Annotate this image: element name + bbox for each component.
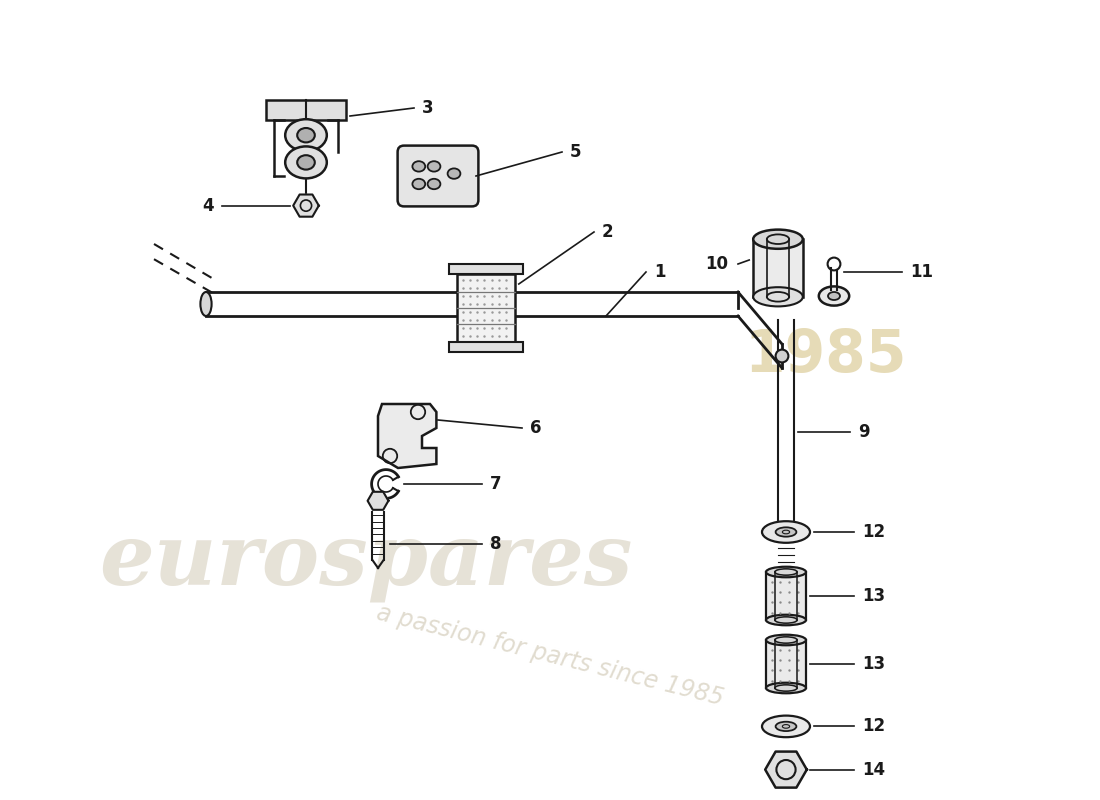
Text: 1: 1 [654, 263, 666, 281]
Polygon shape [378, 404, 437, 468]
Ellipse shape [766, 566, 806, 578]
Ellipse shape [762, 715, 810, 738]
Text: 12: 12 [862, 718, 886, 735]
Ellipse shape [428, 178, 440, 190]
Bar [449, 342, 522, 352]
Text: 7: 7 [490, 475, 502, 493]
Ellipse shape [776, 722, 796, 731]
Bar [766, 640, 806, 688]
Text: 6: 6 [530, 419, 541, 437]
Text: 8: 8 [490, 535, 502, 553]
Ellipse shape [428, 161, 440, 172]
Bar [754, 239, 803, 297]
Ellipse shape [818, 286, 849, 306]
Ellipse shape [448, 168, 461, 179]
Polygon shape [766, 751, 806, 788]
Ellipse shape [412, 161, 426, 172]
Text: 13: 13 [862, 655, 886, 673]
Ellipse shape [762, 522, 810, 542]
Text: 2: 2 [602, 223, 614, 241]
Ellipse shape [285, 146, 327, 178]
Ellipse shape [776, 527, 796, 537]
Ellipse shape [754, 287, 803, 306]
Text: 9: 9 [858, 423, 870, 441]
Text: 3: 3 [422, 99, 433, 117]
FancyBboxPatch shape [397, 146, 478, 206]
Text: 4: 4 [202, 197, 215, 214]
Ellipse shape [297, 128, 315, 142]
Ellipse shape [828, 292, 840, 300]
Ellipse shape [297, 155, 315, 170]
Ellipse shape [412, 178, 426, 190]
Text: 11: 11 [910, 263, 933, 281]
Ellipse shape [285, 119, 327, 151]
Polygon shape [367, 492, 388, 510]
Text: 14: 14 [862, 761, 886, 778]
Polygon shape [294, 194, 319, 217]
Text: eurospares: eurospares [99, 518, 632, 602]
Text: 1985: 1985 [745, 327, 908, 385]
Ellipse shape [766, 682, 806, 694]
Bar [449, 264, 522, 274]
Ellipse shape [754, 230, 803, 249]
Ellipse shape [200, 292, 211, 316]
Circle shape [776, 350, 789, 362]
Bar [266, 100, 346, 120]
Text: a passion for parts since 1985: a passion for parts since 1985 [374, 601, 726, 711]
Ellipse shape [766, 634, 806, 646]
Text: 5: 5 [570, 143, 582, 161]
Bar [766, 572, 806, 620]
Text: 12: 12 [862, 523, 886, 541]
Text: 10: 10 [705, 255, 728, 273]
Text: 13: 13 [862, 587, 886, 605]
Bar [458, 274, 515, 342]
Ellipse shape [766, 614, 806, 626]
